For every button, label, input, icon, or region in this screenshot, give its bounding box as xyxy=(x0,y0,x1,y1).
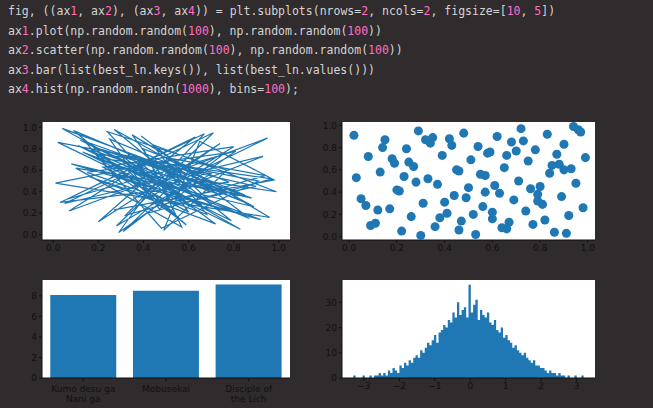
svg-text:0.4: 0.4 xyxy=(23,187,38,197)
svg-text:0.2: 0.2 xyxy=(23,208,37,218)
svg-text:0.2: 0.2 xyxy=(91,243,105,253)
svg-text:0: 0 xyxy=(31,373,37,383)
svg-text:0.6: 0.6 xyxy=(485,243,500,253)
svg-text:20: 20 xyxy=(326,323,338,333)
svg-text:1.0: 1.0 xyxy=(323,121,338,131)
svg-text:−2: −2 xyxy=(393,381,406,391)
svg-text:0.8: 0.8 xyxy=(23,144,38,154)
svg-text:0.0: 0.0 xyxy=(46,243,61,253)
svg-text:0: 0 xyxy=(331,373,337,383)
svg-text:0.6: 0.6 xyxy=(323,165,338,175)
svg-text:1.0: 1.0 xyxy=(581,243,596,253)
html-text:ax 1.plot(np.random.random(100: ax 1.plot(np.random.random(100), np.rand… xyxy=(8,23,382,38)
svg-text:0.6: 0.6 xyxy=(23,165,38,175)
svg-text:0.0: 0.0 xyxy=(323,232,338,242)
svg-text:6: 6 xyxy=(31,312,37,322)
svg-text:−1: −1 xyxy=(428,381,441,391)
svg-text:1: 1 xyxy=(503,381,509,391)
svg-text:4: 4 xyxy=(31,332,37,342)
svg-text:0.4: 0.4 xyxy=(323,187,338,197)
svg-text:−3: −3 xyxy=(357,381,370,391)
svg-text:1.0: 1.0 xyxy=(23,123,38,133)
html-text:fig, ((ax 1, ax 2), (ax 3, ax: fig, ((ax 1, ax 2), (ax 3, ax 4)) = plt.… xyxy=(8,4,556,18)
svg-text:0.8: 0.8 xyxy=(323,143,338,153)
svg-text:0.4: 0.4 xyxy=(136,243,151,253)
svg-text:30: 30 xyxy=(326,298,338,308)
svg-text:0.4: 0.4 xyxy=(437,243,452,253)
svg-text:2: 2 xyxy=(31,353,37,363)
html-text:ax 4.hist(np.random.randn(1000: ax 4.hist(np.random.randn(1000), bins= 1… xyxy=(8,82,299,96)
svg-text:2: 2 xyxy=(538,381,544,391)
svg-text:Mobusekai: Mobusekai xyxy=(142,384,190,394)
svg-text:0.8: 0.8 xyxy=(533,243,548,253)
svg-text:10: 10 xyxy=(326,348,338,358)
svg-text:0.8: 0.8 xyxy=(226,243,241,253)
svg-text:1.0: 1.0 xyxy=(272,243,287,253)
html-text:ax 2.scatter(np.random.random(: ax 2.scatter(np.random.random(100), np.r… xyxy=(8,43,403,57)
svg-text:3: 3 xyxy=(574,381,580,391)
svg-text:0.0: 0.0 xyxy=(23,230,38,240)
svg-text:0.6: 0.6 xyxy=(181,243,196,253)
svg-text:0.2: 0.2 xyxy=(323,210,337,220)
svg-text:Disciple ofthe Lich: Disciple ofthe Lich xyxy=(225,384,273,404)
svg-text:0.0: 0.0 xyxy=(342,243,357,253)
svg-text:8: 8 xyxy=(31,291,37,301)
svg-text:0: 0 xyxy=(467,381,473,391)
svg-text:Kumo desu gaNani ga: Kumo desu gaNani ga xyxy=(51,384,115,404)
svg-text:0.2: 0.2 xyxy=(390,243,404,253)
html-text:ax 3.bar(list(best_ln.keys()),: ax 3.bar(list(best_ln.keys()), list(best… xyxy=(8,62,375,77)
